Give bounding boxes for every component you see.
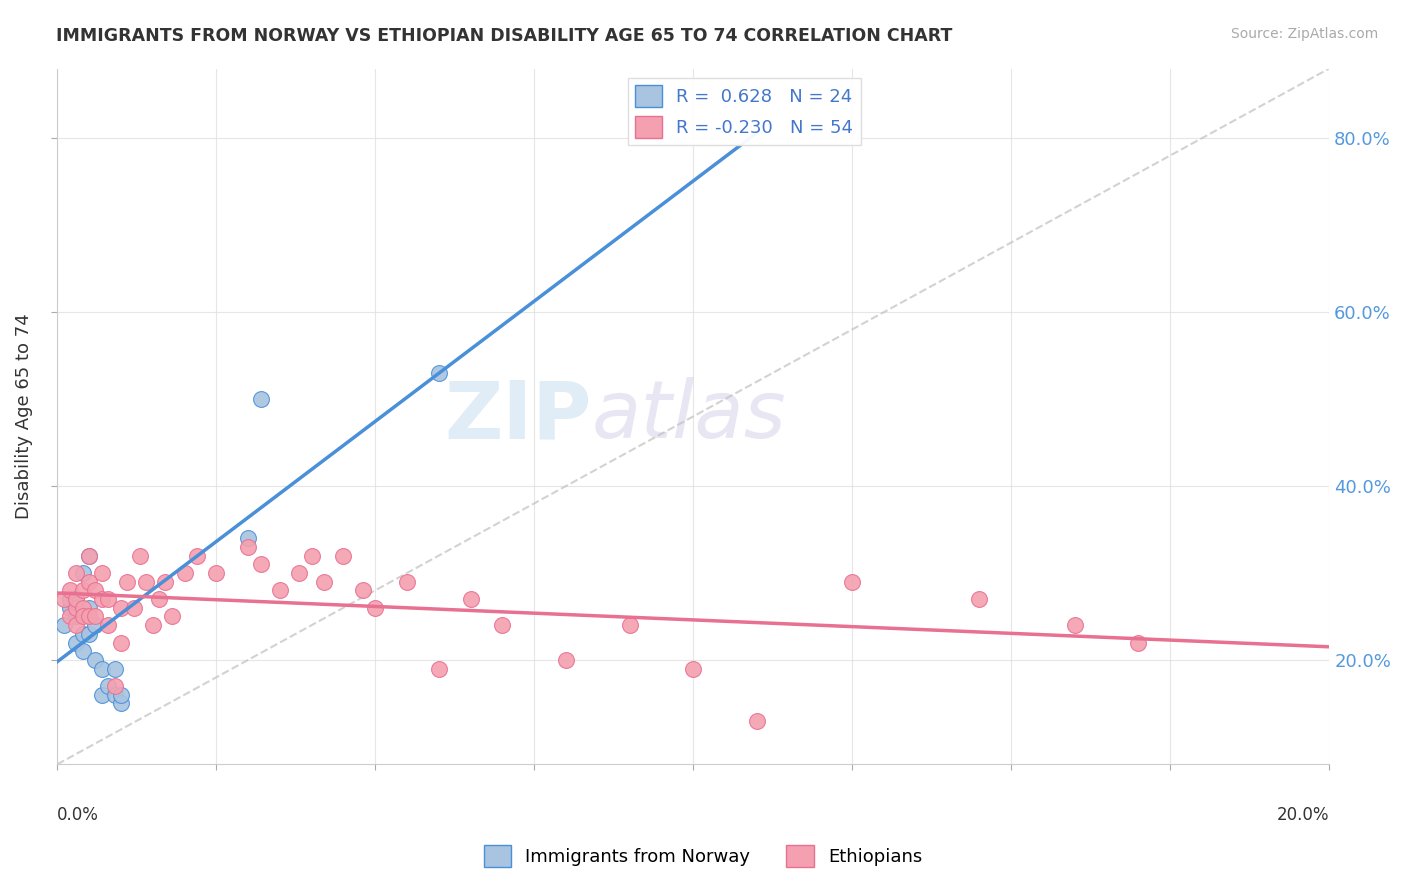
Point bbox=[90, 592, 112, 607]
Point bbox=[1128, 635, 1150, 649]
Point bbox=[77, 627, 100, 641]
Point bbox=[682, 662, 704, 676]
Point bbox=[103, 662, 125, 676]
Point bbox=[103, 688, 125, 702]
Legend: Immigrants from Norway, Ethiopians: Immigrants from Norway, Ethiopians bbox=[477, 838, 929, 874]
Text: ZIP: ZIP bbox=[444, 377, 592, 456]
Point bbox=[427, 662, 450, 676]
Point bbox=[491, 618, 513, 632]
Point bbox=[301, 549, 323, 563]
Point bbox=[72, 583, 94, 598]
Point bbox=[110, 635, 132, 649]
Point bbox=[555, 653, 578, 667]
Point bbox=[236, 531, 259, 545]
Point bbox=[84, 653, 107, 667]
Point bbox=[72, 600, 94, 615]
Point bbox=[84, 583, 107, 598]
Point bbox=[205, 566, 228, 580]
Point bbox=[332, 549, 354, 563]
Point bbox=[90, 662, 112, 676]
Point bbox=[250, 558, 273, 572]
Point bbox=[427, 366, 450, 380]
Point bbox=[110, 688, 132, 702]
Point bbox=[90, 566, 112, 580]
Point bbox=[65, 618, 87, 632]
Point bbox=[59, 583, 82, 598]
Point bbox=[160, 609, 183, 624]
Point bbox=[72, 609, 94, 624]
Point bbox=[65, 592, 87, 607]
Text: 0.0%: 0.0% bbox=[58, 806, 100, 824]
Point bbox=[745, 714, 768, 728]
Point bbox=[135, 574, 157, 589]
Point bbox=[65, 566, 87, 580]
Point bbox=[59, 600, 82, 615]
Point bbox=[269, 583, 291, 598]
Point bbox=[97, 592, 120, 607]
Point bbox=[65, 600, 87, 615]
Point bbox=[142, 618, 165, 632]
Point bbox=[103, 679, 125, 693]
Point bbox=[969, 592, 991, 607]
Text: IMMIGRANTS FROM NORWAY VS ETHIOPIAN DISABILITY AGE 65 TO 74 CORRELATION CHART: IMMIGRANTS FROM NORWAY VS ETHIOPIAN DISA… bbox=[56, 27, 953, 45]
Point bbox=[65, 635, 87, 649]
Point bbox=[97, 679, 120, 693]
Point bbox=[77, 574, 100, 589]
Point bbox=[72, 627, 94, 641]
Point bbox=[619, 618, 641, 632]
Point bbox=[460, 592, 482, 607]
Point bbox=[84, 609, 107, 624]
Point bbox=[314, 574, 336, 589]
Point bbox=[84, 618, 107, 632]
Point bbox=[396, 574, 419, 589]
Point bbox=[129, 549, 152, 563]
Point bbox=[77, 609, 100, 624]
Point bbox=[186, 549, 208, 563]
Point bbox=[77, 600, 100, 615]
Point bbox=[155, 574, 177, 589]
Y-axis label: Disability Age 65 to 74: Disability Age 65 to 74 bbox=[15, 313, 32, 519]
Point bbox=[288, 566, 311, 580]
Point bbox=[65, 592, 87, 607]
Point bbox=[59, 609, 82, 624]
Point bbox=[122, 600, 145, 615]
Point bbox=[90, 688, 112, 702]
Point bbox=[65, 609, 87, 624]
Point bbox=[52, 618, 75, 632]
Point bbox=[173, 566, 195, 580]
Point bbox=[250, 392, 273, 406]
Point bbox=[72, 566, 94, 580]
Point bbox=[77, 549, 100, 563]
Text: Source: ZipAtlas.com: Source: ZipAtlas.com bbox=[1230, 27, 1378, 41]
Point bbox=[97, 618, 120, 632]
Point bbox=[364, 600, 387, 615]
Point bbox=[110, 697, 132, 711]
Point bbox=[236, 540, 259, 554]
Point bbox=[77, 549, 100, 563]
Point bbox=[1063, 618, 1085, 632]
Point bbox=[52, 592, 75, 607]
Text: atlas: atlas bbox=[592, 377, 786, 456]
Text: 20.0%: 20.0% bbox=[1277, 806, 1329, 824]
Point bbox=[72, 644, 94, 658]
Point bbox=[117, 574, 139, 589]
Point bbox=[841, 574, 863, 589]
Point bbox=[59, 592, 82, 607]
Point bbox=[352, 583, 374, 598]
Point bbox=[110, 600, 132, 615]
Point bbox=[148, 592, 170, 607]
Legend: R =  0.628   N = 24, R = -0.230   N = 54: R = 0.628 N = 24, R = -0.230 N = 54 bbox=[627, 78, 860, 145]
